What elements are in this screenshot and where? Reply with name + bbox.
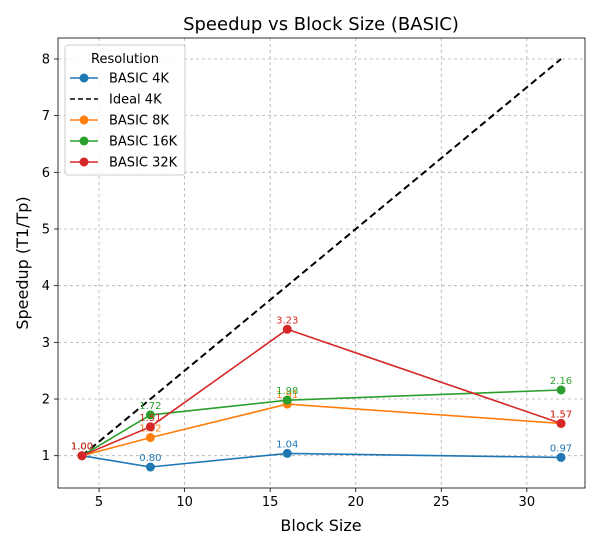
data-label-basic-32k: 1.51 bbox=[139, 413, 161, 424]
legend-marker-basic-8k bbox=[79, 115, 89, 125]
data-label-basic-8k: 1.91 bbox=[276, 390, 298, 401]
data-label-basic-4k: 0.97 bbox=[550, 443, 572, 454]
series-line-basic-8k bbox=[81, 403, 562, 457]
data-point-basic-32k bbox=[556, 418, 566, 428]
data-point-basic-16k bbox=[282, 395, 292, 405]
x-axis-label: Block Size bbox=[280, 516, 361, 535]
data-point-basic-32k bbox=[145, 422, 155, 432]
legend-label-basic-32k: BASIC 32K bbox=[109, 156, 178, 171]
x-tick-label: 10 bbox=[176, 495, 193, 510]
legend-label-basic-4k: BASIC 4K bbox=[109, 72, 169, 87]
legend-label-basic-8k: BASIC 8K bbox=[109, 114, 169, 129]
data-point-basic-4k bbox=[556, 452, 566, 462]
series-line-ideal-4k bbox=[81, 58, 562, 457]
series-line-basic-32k bbox=[81, 328, 562, 457]
data-label-basic-4k: 1.04 bbox=[276, 439, 298, 450]
data-label-basic-4k: 0.80 bbox=[139, 453, 161, 464]
data-label-basic-32k: 3.23 bbox=[276, 315, 298, 326]
data-point-basic-16k bbox=[145, 410, 155, 420]
data-point-basic-32k bbox=[77, 451, 87, 461]
axes-frame bbox=[57, 37, 586, 489]
x-tick-label: 15 bbox=[262, 495, 279, 510]
y-tick-label: 2 bbox=[42, 393, 50, 408]
legend-label-basic-16k: BASIC 16K bbox=[109, 135, 178, 150]
y-tick-label: 5 bbox=[42, 222, 50, 237]
y-tick-label: 3 bbox=[42, 336, 50, 351]
data-point-basic-32k bbox=[282, 324, 292, 334]
series-line-basic-4k bbox=[81, 452, 562, 468]
data-label-basic-16k: 1.00 bbox=[71, 442, 93, 453]
series-line-basic-16k bbox=[81, 389, 562, 457]
x-tick-label: 25 bbox=[433, 495, 450, 510]
data-label-basic-32k: 1.00 bbox=[71, 442, 93, 453]
y-tick-label: 4 bbox=[42, 279, 50, 294]
data-label-basic-8k: 1.00 bbox=[71, 442, 93, 453]
x-tick-label: 5 bbox=[95, 495, 103, 510]
data-point-basic-4k bbox=[282, 448, 292, 458]
data-label-basic-16k: 1.98 bbox=[276, 386, 298, 397]
y-tick-label: 6 bbox=[42, 166, 50, 181]
y-tick-label: 1 bbox=[42, 449, 50, 464]
x-tick-label: 30 bbox=[519, 495, 536, 510]
legend-marker-basic-16k bbox=[79, 136, 89, 146]
data-point-basic-4k bbox=[145, 462, 155, 472]
legend-title: Resolution bbox=[91, 52, 159, 67]
data-label-basic-4k: 1.00 bbox=[71, 442, 93, 453]
legend-marker-basic-32k bbox=[79, 157, 89, 167]
y-axis-label: Speedup (T1/Tp) bbox=[13, 196, 32, 329]
chart-title: Speedup vs Block Size (BASIC) bbox=[183, 14, 459, 35]
data-point-basic-16k bbox=[556, 385, 566, 395]
data-label-basic-16k: 2.16 bbox=[550, 376, 572, 387]
legend-label-ideal-4k: Ideal 4K bbox=[109, 93, 162, 108]
data-label-basic-8k: 1.57 bbox=[550, 409, 572, 420]
legend-marker-basic-4k bbox=[79, 73, 89, 83]
y-tick-label: 7 bbox=[42, 109, 50, 124]
y-tick-label: 8 bbox=[42, 52, 50, 67]
x-tick-label: 20 bbox=[347, 495, 364, 510]
data-label-basic-32k: 1.57 bbox=[550, 409, 572, 420]
data-label-basic-16k: 1.72 bbox=[139, 401, 161, 412]
data-point-basic-8k bbox=[145, 433, 155, 443]
